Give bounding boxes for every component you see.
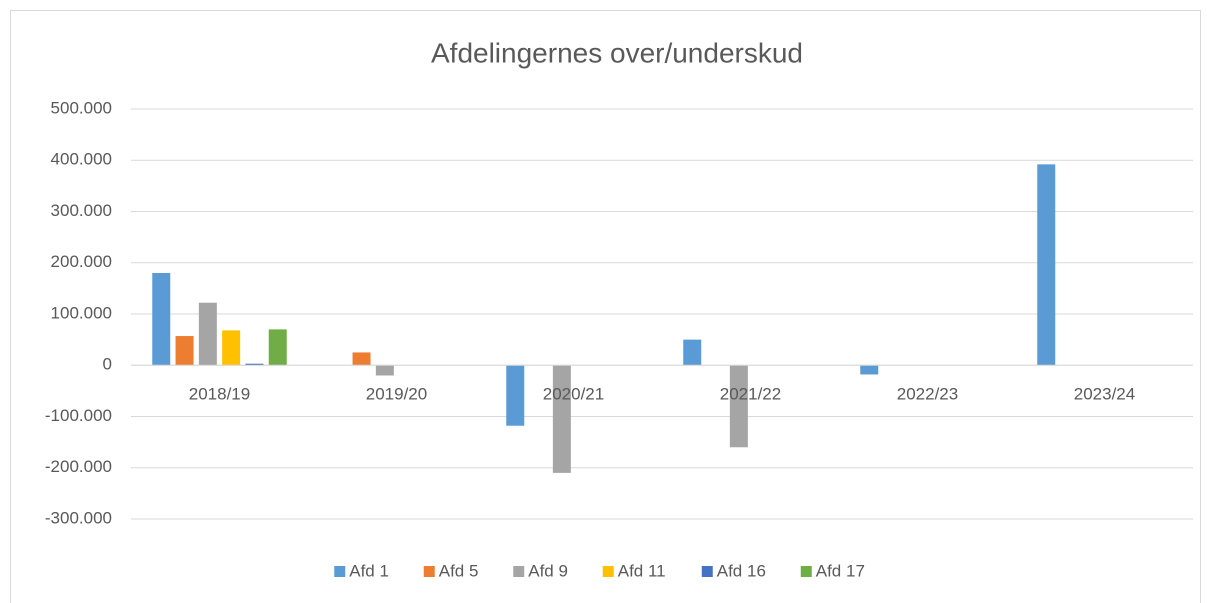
bar — [152, 273, 171, 366]
legend-label: Afd 11 — [618, 561, 666, 580]
y-tick-label: 100.000 — [51, 303, 112, 322]
y-tick-label: 300.000 — [51, 201, 112, 220]
legend-label: Afd 17 — [816, 561, 865, 580]
bar — [375, 365, 394, 376]
bar — [245, 363, 264, 366]
bar — [506, 365, 525, 426]
legend-label: Afd 9 — [528, 561, 568, 580]
bar — [222, 330, 241, 366]
x-tick-label: 2021/22 — [720, 385, 781, 404]
bar — [352, 352, 371, 366]
bar — [198, 302, 217, 366]
y-tick-label: 0 — [103, 355, 112, 374]
y-tick-label: 500.000 — [51, 98, 112, 117]
bar — [860, 365, 879, 375]
legend-swatch — [602, 566, 614, 577]
bar — [268, 329, 287, 366]
legend-label: Afd 5 — [439, 561, 479, 580]
legend-label: Afd 16 — [717, 561, 766, 580]
y-tick-label: -200.000 — [45, 457, 112, 476]
x-tick-label: 2023/24 — [1074, 385, 1135, 404]
legend-swatch — [701, 566, 713, 577]
bar — [683, 339, 702, 366]
legend-swatch — [334, 566, 346, 577]
legend-label: Afd 1 — [349, 561, 389, 580]
x-tick-label: 2020/21 — [543, 385, 604, 404]
chart-border — [10, 10, 1201, 603]
legend-swatch — [513, 566, 525, 577]
legend-swatch — [800, 566, 812, 577]
x-tick-label: 2018/19 — [189, 385, 250, 404]
legend-swatch — [423, 566, 435, 577]
y-tick-label: 200.000 — [51, 252, 112, 271]
y-tick-label: -300.000 — [45, 508, 112, 527]
x-tick-label: 2019/20 — [366, 385, 427, 404]
chart-title: Afdelingernes over/underskud — [431, 37, 803, 68]
bar — [175, 336, 194, 366]
bar — [729, 365, 748, 448]
bar — [1037, 164, 1056, 366]
y-tick-label: 400.000 — [51, 150, 112, 169]
bar — [552, 365, 571, 473]
x-tick-label: 2022/23 — [897, 385, 958, 404]
y-tick-label: -100.000 — [45, 406, 112, 425]
